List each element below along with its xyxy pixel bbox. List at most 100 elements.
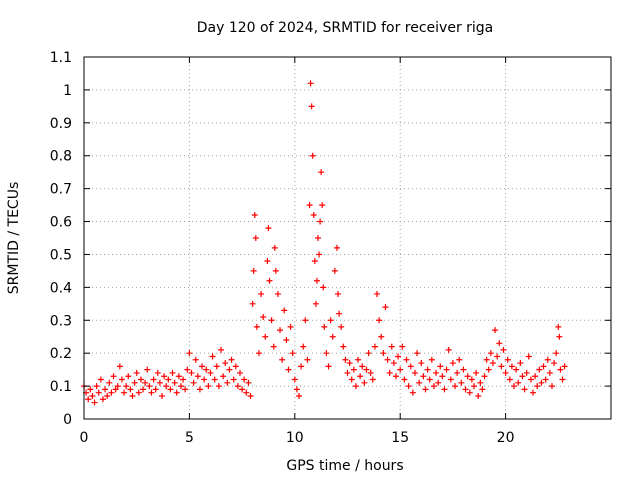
data-point: [274, 290, 281, 297]
data-point: [462, 386, 469, 393]
data-point: [403, 356, 410, 363]
data-point: [320, 284, 327, 291]
data-point: [173, 389, 180, 396]
data-point: [313, 277, 320, 284]
data-point: [184, 366, 191, 373]
data-point: [382, 304, 389, 311]
data-point: [346, 360, 353, 367]
data-point: [89, 392, 96, 399]
data-point: [342, 356, 349, 363]
data-point: [125, 373, 132, 380]
data-point: [331, 267, 338, 274]
data-point: [452, 383, 459, 390]
data-point: [271, 244, 278, 251]
data-point: [169, 369, 176, 376]
data-point: [260, 313, 267, 320]
data-point: [241, 376, 248, 383]
data-point: [293, 386, 300, 393]
data-point: [201, 376, 208, 383]
data-point: [352, 383, 359, 390]
data-point: [175, 373, 182, 380]
data-point: [205, 383, 212, 390]
data-point: [167, 386, 174, 393]
data-point: [344, 369, 351, 376]
data-point: [433, 369, 440, 376]
data-point: [435, 379, 442, 386]
data-point: [454, 369, 461, 376]
y-tick-label: 0: [63, 412, 72, 428]
data-point: [536, 366, 543, 373]
data-point: [473, 369, 480, 376]
data-point: [335, 290, 342, 297]
data-point: [523, 369, 530, 376]
data-point: [416, 379, 423, 386]
data-point: [508, 363, 515, 370]
x-tick-label: 0: [80, 430, 89, 446]
data-point: [203, 366, 210, 373]
data-point: [108, 389, 115, 396]
data-point: [390, 360, 397, 367]
data-point: [106, 379, 113, 386]
data-point: [230, 376, 237, 383]
data-point: [165, 376, 172, 383]
data-point: [121, 389, 128, 396]
data-point: [355, 356, 362, 363]
data-point: [384, 356, 391, 363]
data-point: [186, 350, 193, 357]
data-point: [418, 360, 425, 367]
data-point: [245, 379, 252, 386]
data-point: [243, 389, 250, 396]
data-point: [319, 202, 326, 209]
data-point: [152, 386, 159, 393]
data-point: [146, 383, 153, 390]
data-point: [487, 350, 494, 357]
y-tick-label: 0.5: [50, 247, 72, 263]
data-point: [250, 267, 257, 274]
data-point: [513, 366, 520, 373]
data-point: [538, 379, 545, 386]
data-point: [131, 379, 138, 386]
data-point: [314, 235, 321, 241]
data-point: [87, 386, 94, 393]
data-point: [350, 366, 357, 373]
data-point: [371, 343, 378, 350]
data-point: [556, 333, 563, 340]
data-point: [140, 386, 147, 393]
data-point: [285, 366, 292, 373]
data-point: [399, 343, 406, 350]
data-point: [483, 356, 490, 363]
data-point: [177, 383, 184, 390]
data-point: [150, 376, 157, 383]
data-point: [430, 383, 437, 390]
data-point: [542, 376, 549, 383]
data-point: [443, 366, 450, 373]
data-point: [481, 373, 488, 380]
data-point: [519, 373, 526, 380]
data-point: [224, 379, 231, 386]
data-point: [112, 386, 119, 393]
data-point: [199, 363, 206, 370]
data-point: [222, 360, 229, 367]
y-axis-title: SRMTID / TECUs: [6, 182, 22, 295]
data-point: [156, 379, 163, 386]
data-point: [460, 366, 467, 373]
data-point: [218, 346, 225, 353]
data-point: [188, 369, 195, 376]
data-point: [158, 392, 165, 399]
data-point: [479, 386, 486, 393]
data-point: [291, 376, 298, 383]
data-point: [517, 360, 524, 367]
x-axis-title: GPS time / hours: [286, 458, 403, 474]
data-point: [386, 369, 393, 376]
data-point: [489, 360, 496, 367]
data-point: [312, 300, 319, 307]
data-point: [268, 317, 275, 324]
data-point: [135, 389, 142, 396]
data-point: [521, 386, 528, 393]
y-tick-label: 0.8: [50, 149, 72, 165]
data-point: [211, 376, 218, 383]
data-point: [234, 383, 241, 390]
data-point: [171, 379, 178, 386]
data-point: [182, 386, 189, 393]
